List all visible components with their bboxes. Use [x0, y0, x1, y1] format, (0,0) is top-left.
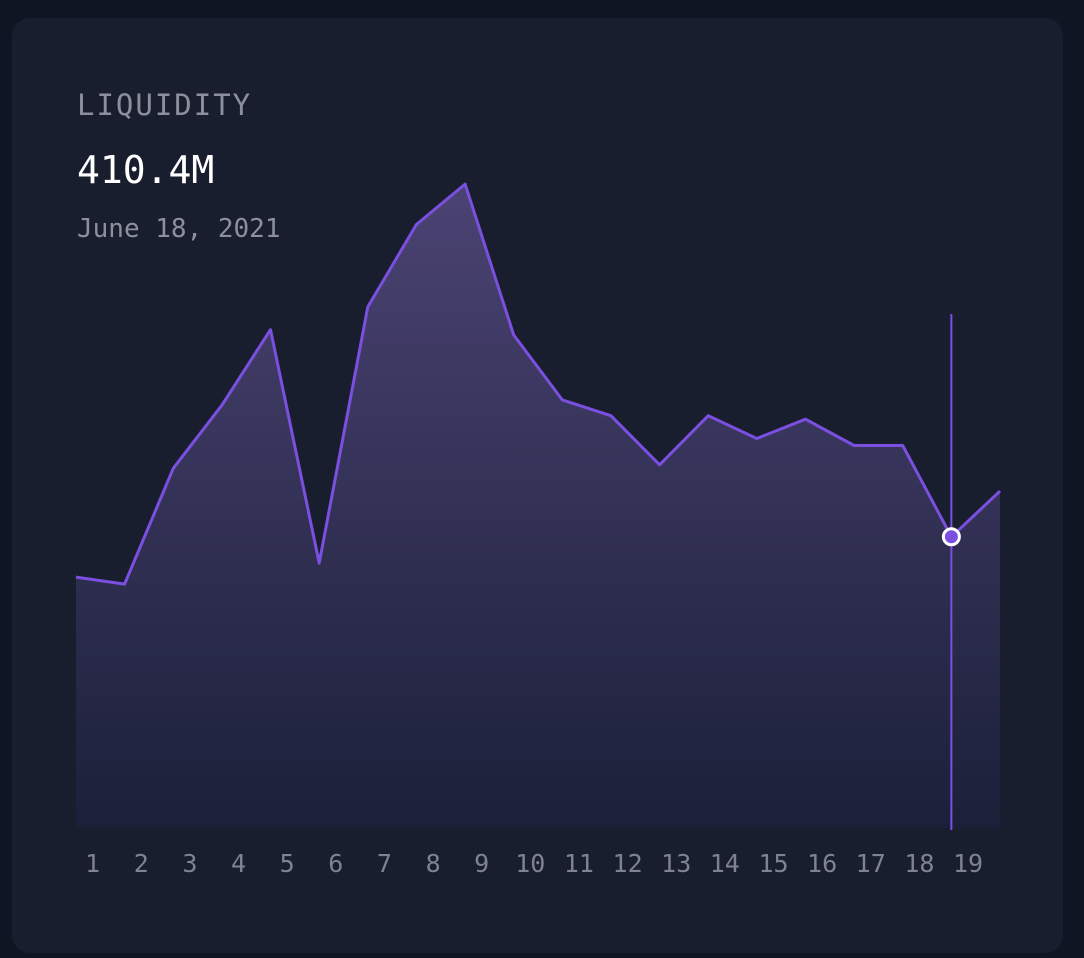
- x-tick-label: 3: [182, 849, 197, 878]
- x-tick-label: 7: [377, 849, 392, 878]
- x-tick-label: 17: [856, 849, 886, 878]
- x-tick-label: 19: [953, 849, 983, 878]
- x-tick-label: 10: [515, 849, 545, 878]
- area-fill: [76, 184, 1000, 829]
- x-tick-label: 16: [807, 849, 837, 878]
- x-tick-label: 1: [85, 849, 100, 878]
- x-tick-label: 15: [758, 849, 788, 878]
- highlight-point[interactable]: [941, 527, 961, 547]
- x-tick-label: 18: [904, 849, 934, 878]
- x-tick-label: 5: [280, 849, 295, 878]
- x-tick-label: 6: [328, 849, 343, 878]
- x-tick-label: 14: [710, 849, 740, 878]
- metric-label: LIQUIDITY: [77, 88, 253, 122]
- x-tick-label: 12: [613, 849, 643, 878]
- x-tick-label: 2: [134, 849, 149, 878]
- series-line: [75, 182, 1002, 586]
- x-tick-label: 4: [231, 849, 246, 878]
- x-tick-label: 11: [564, 849, 594, 878]
- metric-date: June 18, 2021: [77, 214, 281, 244]
- x-tick-label: 8: [426, 849, 441, 878]
- x-tick-label: 13: [661, 849, 691, 878]
- metric-value: 410.4M: [77, 148, 215, 192]
- x-tick-label: 9: [474, 849, 489, 878]
